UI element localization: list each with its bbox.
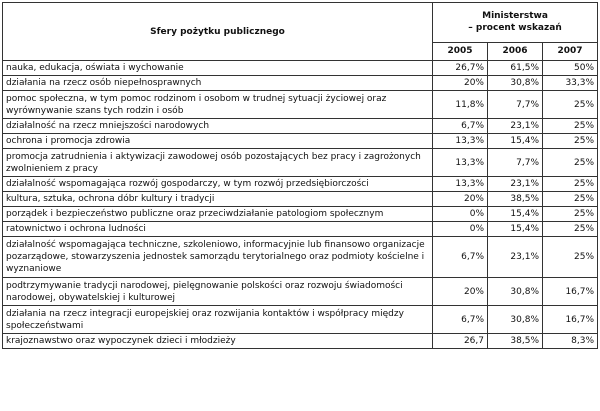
value-cell-2007: 25% xyxy=(541,206,599,222)
category-cell: działania na rzecz osób niepełnosprawnyc… xyxy=(2,75,433,91)
table-row: podtrzymywanie tradycji narodowej, pielę… xyxy=(2,277,599,306)
category-cell: działalność wspomagająca rozwój gospodar… xyxy=(2,176,433,192)
value-cell-2005: 0% xyxy=(432,221,488,237)
category-cell: kultura, sztuka, ochrona dóbr kultury i … xyxy=(2,191,433,207)
table-header: Sfery pożytku publicznego Ministerstwa –… xyxy=(2,2,599,62)
value-cell-2005: 13,3% xyxy=(432,148,488,177)
ministry-column-header: Ministerstwa – procent wskazań xyxy=(431,2,599,43)
table-row: ochrona i promocja zdrowia 13,3% 15,4% 25% xyxy=(2,133,599,149)
year-2005-header: 2005 xyxy=(432,41,488,62)
category-cell: krajoznawstwo oraz wypoczynek dzieci i m… xyxy=(2,333,433,349)
value-cell-2005: 13,3% xyxy=(432,133,488,149)
ministry-title: Ministerstwa xyxy=(482,11,548,22)
table-row: krajoznawstwo oraz wypoczynek dzieci i m… xyxy=(2,333,599,349)
year-header-row: 2005 2006 2007 xyxy=(3,41,599,62)
value-cell-2005: 6,7% xyxy=(432,236,488,278)
value-cell-2007: 25% xyxy=(541,90,599,119)
category-cell: ratownictwo i ochrona ludności xyxy=(2,221,433,237)
value-cell-2005: 11,8% xyxy=(432,90,488,119)
value-cell-2007: 16,7% xyxy=(541,277,599,306)
category-cell: działania na rzecz integracji europejski… xyxy=(2,305,433,334)
table-row: działalność wspomagająca techniczne, szk… xyxy=(2,236,599,278)
value-cell-2006: 38,5% xyxy=(487,191,543,207)
table-row: nauka, edukacja, oświata i wychowanie 26,… xyxy=(2,60,599,76)
category-cell: porządek i bezpieczeństwo publiczne oraz… xyxy=(2,206,433,222)
value-cell-2006: 23,1% xyxy=(487,176,543,192)
table-row: działalność wspomagająca rozwój gospodar… xyxy=(2,176,599,192)
value-cell-2007: 25% xyxy=(541,148,599,177)
category-cell: działalność na rzecz mniejszości narodow… xyxy=(2,118,433,134)
value-cell-2006: 30,8% xyxy=(487,75,543,91)
value-cell-2005: 13,3% xyxy=(432,176,488,192)
value-cell-2006: 15,4% xyxy=(487,206,543,222)
header-row: Sfery pożytku publicznego Ministerstwa –… xyxy=(2,2,599,61)
value-cell-2007: 25% xyxy=(541,191,599,207)
value-cell-2006: 23,1% xyxy=(487,236,543,278)
value-cell-2007: 33,3% xyxy=(541,75,599,91)
value-cell-2007: 16,7% xyxy=(541,305,599,334)
value-cell-2007: 25% xyxy=(541,118,599,134)
value-cell-2006: 30,8% xyxy=(487,277,543,306)
value-cell-2006: 7,7% xyxy=(487,90,543,119)
table-row: porządek i bezpieczeństwo publiczne oraz… xyxy=(2,206,599,222)
year-2006-header: 2006 xyxy=(487,41,543,62)
value-cell-2006: 7,7% xyxy=(487,148,543,177)
value-cell-2007: 8,3% xyxy=(541,333,599,349)
table-row: działania na rzecz osób niepełnosprawnyc… xyxy=(2,75,599,91)
category-cell: promocja zatrudnienia i aktywizacji zawo… xyxy=(2,148,433,177)
category-cell: nauka, edukacja, oświata i wychowanie xyxy=(2,60,433,76)
ministry-survey-table: Sfery pożytku publicznego Ministerstwa –… xyxy=(2,2,599,349)
value-cell-2006: 30,8% xyxy=(487,305,543,334)
value-cell-2007: 50% xyxy=(541,60,599,76)
value-cell-2006: 15,4% xyxy=(487,221,543,237)
value-cell-2007: 25% xyxy=(541,236,599,278)
table-row: działania na rzecz integracji europejski… xyxy=(2,305,599,334)
value-cell-2005: 26,7 xyxy=(432,333,488,349)
table-body: nauka, edukacja, oświata i wychowanie 26,… xyxy=(2,60,599,349)
year-2007-header: 2007 xyxy=(541,41,599,62)
value-cell-2006: 23,1% xyxy=(487,118,543,134)
value-cell-2005: 0% xyxy=(432,206,488,222)
category-cell: ochrona i promocja zdrowia xyxy=(2,133,433,149)
value-cell-2005: 6,7% xyxy=(432,305,488,334)
value-cell-2005: 20% xyxy=(432,277,488,306)
ministry-subtitle: – procent wskazań xyxy=(468,23,562,34)
category-cell: działalność wspomagająca techniczne, szk… xyxy=(2,236,433,278)
table-row: działalność na rzecz mniejszości narodow… xyxy=(2,118,599,134)
table-row: ratownictwo i ochrona ludności 0% 15,4% 25% xyxy=(2,221,599,237)
category-cell: podtrzymywanie tradycji narodowej, pielę… xyxy=(2,277,433,306)
value-cell-2006: 38,5% xyxy=(487,333,543,349)
value-cell-2006: 15,4% xyxy=(487,133,543,149)
value-cell-2005: 20% xyxy=(432,191,488,207)
value-cell-2007: 25% xyxy=(541,221,599,237)
value-cell-2007: 25% xyxy=(541,176,599,192)
category-cell: pomoc społeczna, w tym pomoc rodzinom i … xyxy=(2,90,433,119)
value-cell-2005: 26,7% xyxy=(432,60,488,76)
table-row: pomoc społeczna, w tym pomoc rodzinom i … xyxy=(2,90,599,119)
table-row: promocja zatrudnienia i aktywizacji zawo… xyxy=(2,148,599,177)
value-cell-2005: 6,7% xyxy=(432,118,488,134)
table-row: kultura, sztuka, ochrona dóbr kultury i … xyxy=(2,191,599,207)
category-column-header: Sfery pożytku publicznego xyxy=(2,2,433,61)
value-cell-2007: 25% xyxy=(541,133,599,149)
value-cell-2006: 61,5% xyxy=(487,60,543,76)
value-cell-2005: 20% xyxy=(432,75,488,91)
